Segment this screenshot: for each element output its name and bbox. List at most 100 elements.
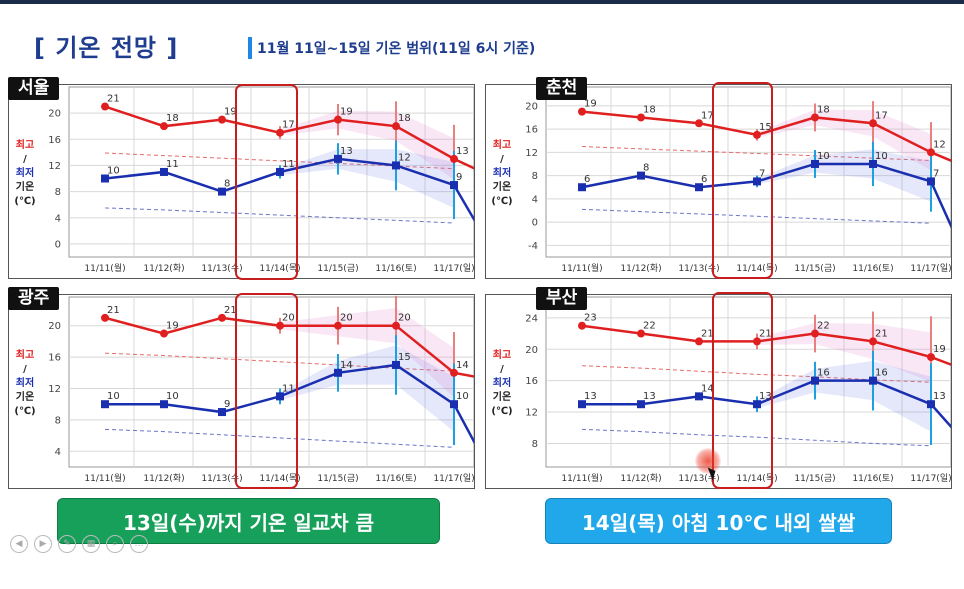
min-point — [218, 408, 226, 417]
min-data-label: 10 — [875, 151, 888, 162]
y-tick-label: 20 — [525, 345, 538, 356]
y-tick-label: 4 — [55, 447, 61, 458]
normal-min-line — [581, 428, 932, 447]
y-tick-label: 8 — [55, 415, 61, 426]
uncertainty-band-min — [280, 149, 454, 208]
x-tick-label: 11/11(월) — [84, 472, 125, 484]
max-data-label: 21 — [701, 328, 714, 339]
min-point — [334, 154, 342, 163]
pen-icon[interactable]: ✎ — [58, 535, 76, 553]
max-data-label: 17 — [282, 120, 295, 131]
min-point — [276, 392, 284, 401]
uncertainty-band-min — [757, 149, 931, 202]
min-data-label: 15 — [398, 352, 411, 363]
callout-chilly-morning: 14일(목) 아침 10℃ 내외 쌀쌀 — [545, 498, 892, 544]
min-point — [101, 400, 109, 409]
x-tick-label: 11/12(화) — [143, 263, 184, 274]
y-tick-label: 8 — [55, 187, 61, 198]
min-data-label: 7 — [759, 168, 765, 179]
max-point — [334, 115, 342, 124]
y-tick-label: 8 — [532, 439, 538, 450]
max-point — [927, 353, 935, 362]
max-point — [869, 119, 877, 128]
max-point — [578, 107, 586, 116]
min-data-label: 13 — [340, 146, 353, 157]
plot-frame — [545, 86, 951, 258]
max-point — [811, 113, 819, 122]
min-point — [637, 400, 645, 409]
max-data-label: 23 — [584, 313, 597, 324]
y-label-min: 최저 — [492, 168, 512, 179]
x-tick-label: 11/13(수) — [201, 473, 242, 484]
y-tick-label: 12 — [48, 384, 61, 395]
series-max-line — [104, 105, 474, 170]
max-point — [927, 148, 935, 157]
y-label-temp: 기온 — [15, 182, 35, 193]
series-min-line — [582, 379, 951, 429]
min-point — [160, 400, 168, 409]
min-data-label: 16 — [817, 368, 830, 379]
chart-svg-chuncheon: -4 0 4 8 12 16 20 11/11(월) 11/12(화) 11/13(수) 11/14… — [525, 86, 951, 274]
max-point — [276, 128, 284, 137]
series-min-line — [581, 162, 951, 229]
zoom-icon[interactable]: ⌕ — [106, 535, 124, 553]
max-point — [753, 130, 761, 139]
y-label-min: 최저 — [15, 168, 35, 179]
top-bar — [0, 0, 964, 4]
min-data-label: 10 — [107, 391, 120, 402]
min-data-label: 14 — [701, 383, 714, 394]
min-data-label: 12 — [398, 152, 411, 163]
page-title: [ 기온 전망 ] — [34, 34, 179, 62]
max-data-label: 22 — [643, 321, 656, 332]
x-tick-label: 11/11(월) — [561, 472, 602, 484]
min-data-label: 6 — [584, 174, 590, 185]
city-label: 부산 — [536, 287, 588, 310]
x-tick-label: 11/15(금) — [317, 473, 358, 484]
y-tick-label: 16 — [48, 353, 61, 364]
y-tick-label: 16 — [525, 125, 538, 136]
min-point — [578, 183, 586, 192]
page-subtitle: 11월 11일~15일 기온 범위(11일 6시 기준) — [257, 41, 536, 57]
prev-slide-icon[interactable]: ◀ — [10, 535, 28, 553]
min-point — [811, 159, 819, 168]
normal-max-line — [581, 146, 932, 161]
min-point — [927, 400, 935, 409]
x-tick-label: 11/17(일) — [910, 263, 951, 274]
uncertainty-band-max — [757, 322, 931, 382]
max-data-label: 13 — [456, 146, 469, 157]
laser-pointer-dot — [695, 448, 721, 474]
min-data-label: 9 — [224, 399, 230, 410]
max-data-label: 19 — [584, 99, 597, 110]
slides-grid-icon[interactable]: ▦ — [82, 535, 100, 553]
uncertainty-band-min — [757, 361, 931, 432]
more-options-icon[interactable]: … — [130, 535, 148, 553]
min-data-label: 11 — [166, 159, 179, 170]
max-data-label: 19 — [224, 107, 237, 118]
normal-max-line — [581, 365, 932, 383]
min-point — [869, 159, 877, 168]
max-point — [811, 329, 819, 338]
min-data-label: 9 — [456, 172, 462, 183]
x-tick-label: 11/17(일) — [433, 473, 474, 484]
min-data-label: 14 — [340, 360, 353, 371]
max-point — [160, 329, 168, 338]
max-data-label: 18 — [398, 113, 411, 124]
y-label-max: 최고 — [492, 140, 512, 151]
y-tick-label: 20 — [525, 101, 538, 112]
y-tick-label: 12 — [525, 408, 538, 419]
x-tick-label: 11/12(화) — [620, 473, 661, 484]
min-point — [695, 392, 703, 401]
normal-min-line — [104, 207, 455, 224]
slide-controls: ◀ ▶ ✎ ▦ ⌕ … — [10, 535, 148, 553]
next-slide-icon[interactable]: ▶ — [34, 535, 52, 553]
y-label-unit: (℃) — [491, 406, 513, 417]
max-point — [753, 337, 761, 346]
subtitle-accent-bar — [248, 37, 252, 59]
x-tick-label: 11/16(토) — [375, 264, 416, 274]
min-point — [869, 376, 877, 385]
series-max-line — [581, 324, 951, 366]
normal-max-line — [104, 152, 455, 170]
max-data-label: 19 — [340, 107, 353, 118]
y-label-unit: (℃) — [14, 406, 36, 417]
y-tick-label: 4 — [55, 213, 61, 224]
